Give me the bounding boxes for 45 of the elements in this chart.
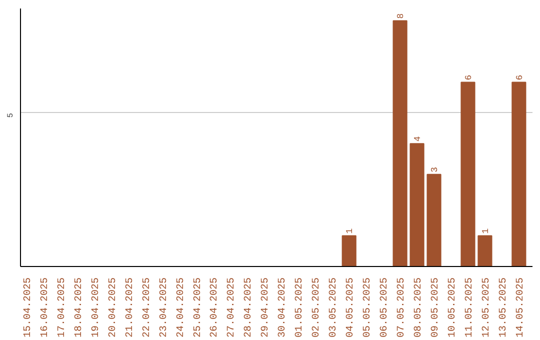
data-label: 8 <box>396 13 406 19</box>
data-label: 4 <box>413 136 424 142</box>
bar <box>478 235 492 266</box>
x-tick-label: 27.04.2025 <box>226 277 238 338</box>
x-tick-label: 15.04.2025 <box>22 277 34 338</box>
x-tick-label: 14.05.2025 <box>515 277 526 338</box>
x-tick-label: 18.04.2025 <box>74 277 85 338</box>
bar <box>410 143 424 266</box>
x-tick-label: 26.04.2025 <box>210 277 221 338</box>
x-tick-label: 09.05.2025 <box>430 277 442 338</box>
x-tick-label: 23.04.2025 <box>158 277 170 338</box>
x-tick-label: 05.05.2025 <box>362 277 374 338</box>
x-tick-label: 01.05.2025 <box>294 277 306 338</box>
x-tick-label: 07.05.2025 <box>396 277 408 338</box>
x-tick-label: 28.04.2025 <box>244 277 255 338</box>
bar <box>460 82 476 266</box>
x-tick-label: 12.05.2025 <box>481 277 492 338</box>
x-tick-label: 17.04.2025 <box>56 277 68 338</box>
x-tick-label: 06.05.2025 <box>380 277 391 338</box>
bar <box>426 174 442 266</box>
x-tick-label: 02.05.2025 <box>312 277 323 338</box>
y-tick-label: 5 <box>6 112 16 118</box>
bar <box>342 235 356 266</box>
data-label: 1 <box>480 228 491 234</box>
bar <box>392 20 408 266</box>
x-tick-label: 24.04.2025 <box>176 277 187 338</box>
x-tick-label: 08.05.2025 <box>414 277 425 338</box>
x-tick-label: 19.04.2025 <box>90 277 102 338</box>
data-label: 3 <box>430 166 440 172</box>
x-tick-label: 20.04.2025 <box>108 277 119 338</box>
x-tick-label: 16.04.2025 <box>40 277 51 338</box>
data-label: 6 <box>464 74 474 80</box>
x-tick-label: 29.04.2025 <box>260 277 272 338</box>
data-label: 1 <box>345 228 356 234</box>
x-tick-label: 25.04.2025 <box>192 277 204 338</box>
x-tick-label: 10.05.2025 <box>447 277 458 338</box>
bar <box>512 82 526 266</box>
x-tick-label: 04.05.2025 <box>346 277 357 338</box>
x-tick-label: 22.04.2025 <box>142 277 153 338</box>
x-tick-label: 11.05.2025 <box>464 277 476 338</box>
data-label: 6 <box>514 74 525 80</box>
x-tick-label: 21.04.2025 <box>124 277 136 338</box>
x-tick-label: 30.04.2025 <box>278 277 289 338</box>
x-tick-label: 13.05.2025 <box>498 277 510 338</box>
x-tick-label: 03.05.2025 <box>328 277 340 338</box>
